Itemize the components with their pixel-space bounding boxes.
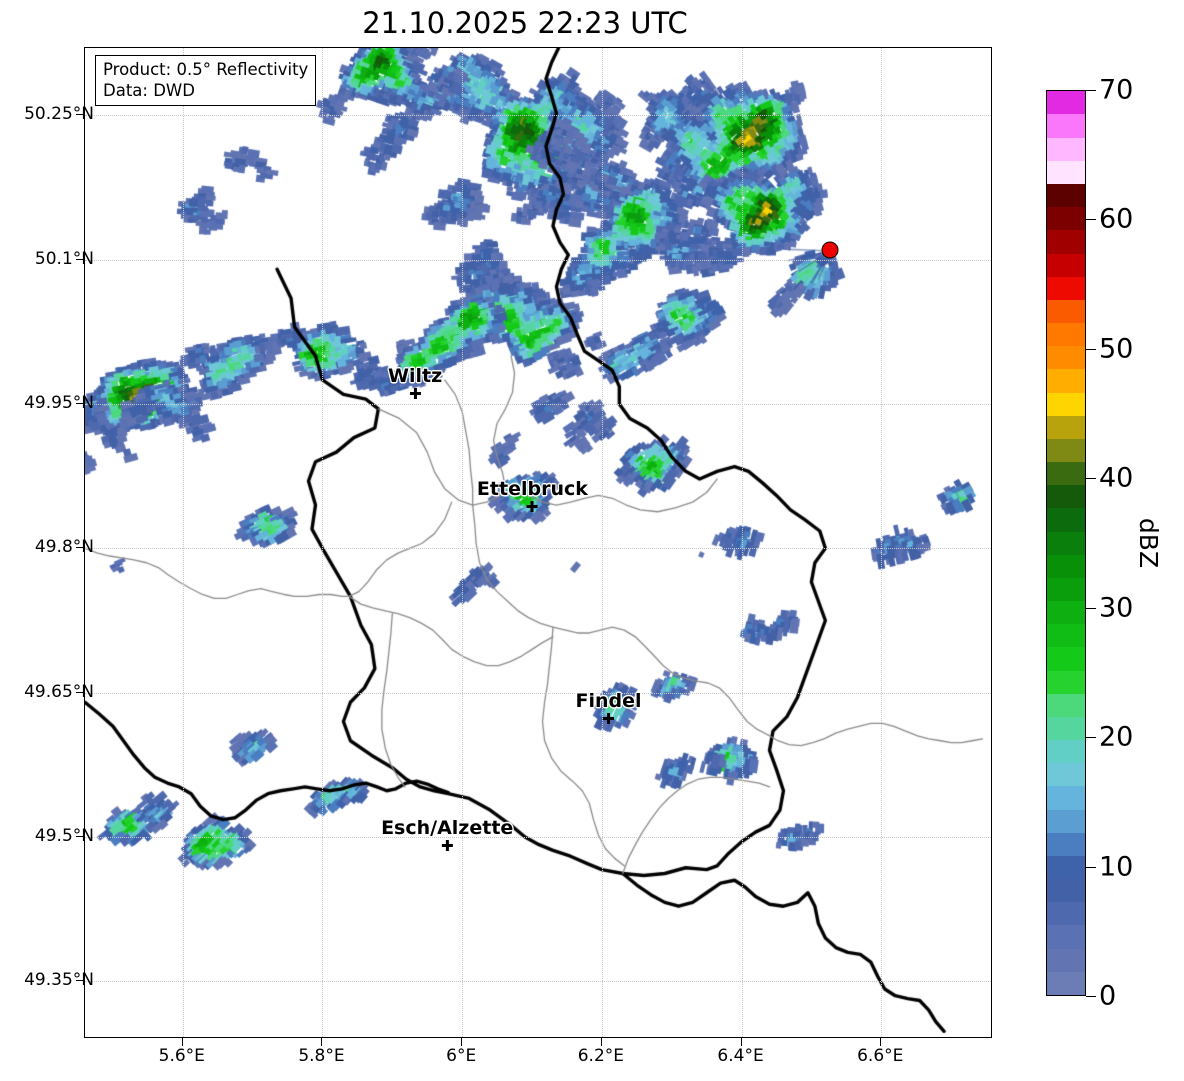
colorbar-tick-label: 40 xyxy=(1099,462,1134,494)
colorbar-tick-mark xyxy=(1086,737,1096,739)
colorbar-tick-label: 0 xyxy=(1099,980,1117,1012)
colorbar-band xyxy=(1047,577,1085,602)
colorbar-tick-mark xyxy=(1086,90,1096,91)
colorbar-tick-label: 30 xyxy=(1099,592,1134,624)
ytick-mark xyxy=(76,258,84,260)
colorbar-band xyxy=(1047,369,1085,393)
colorbar-band xyxy=(1047,137,1085,161)
xtick-mark xyxy=(740,1038,742,1046)
xtick-mark xyxy=(321,1038,323,1046)
colorbar-axis-label: dBZ xyxy=(1134,517,1163,569)
colorbar-band xyxy=(1047,183,1085,208)
colorbar-band xyxy=(1047,276,1085,300)
colorbar-band xyxy=(1047,971,1085,995)
ytick-mark xyxy=(76,691,84,693)
colorbar-band xyxy=(1047,91,1085,115)
colorbar-band xyxy=(1047,624,1085,648)
map-borders-layer xyxy=(85,48,991,1037)
radar-map-axes[interactable]: Product: 0.5° Reflectivity Data: DWD xyxy=(84,47,992,1038)
colorbar-band xyxy=(1047,230,1085,254)
colorbar-band xyxy=(1047,647,1085,671)
xtick-mark xyxy=(880,1038,882,1046)
ytick-mark xyxy=(76,402,84,404)
colorbar-band xyxy=(1047,763,1085,787)
colorbar-band xyxy=(1047,879,1085,903)
xtick-label: 5.8°E xyxy=(298,1046,345,1066)
ytick-label: 50.1°N xyxy=(34,248,94,269)
colorbar-tick-mark xyxy=(1086,478,1096,480)
colorbar-band xyxy=(1047,855,1085,880)
colorbar-band xyxy=(1047,485,1085,509)
colorbar-band xyxy=(1047,902,1085,926)
info-product-line: Product: 0.5° Reflectivity xyxy=(103,60,309,79)
colorbar-band xyxy=(1047,114,1085,138)
colorbar-tick-label: 20 xyxy=(1099,721,1134,753)
colorbar-band xyxy=(1047,508,1085,532)
page-title: 21.10.2025 22:23 UTC xyxy=(362,6,688,40)
ytick-label: 49.65°N xyxy=(24,681,94,702)
colorbar-band xyxy=(1047,740,1085,764)
colorbar-band xyxy=(1047,323,1085,347)
colorbar-band xyxy=(1047,554,1085,578)
colorbar-band xyxy=(1047,253,1085,277)
ytick-label: 49.5°N xyxy=(34,825,94,846)
xtick-label: 5.6°E xyxy=(158,1046,205,1066)
colorbar-band xyxy=(1047,299,1085,324)
colorbar-tick-label: 70 xyxy=(1099,74,1134,106)
ytick-mark xyxy=(76,835,84,837)
colorbar-tick-mark xyxy=(1086,996,1096,997)
xtick-mark xyxy=(600,1038,602,1046)
colorbar-tick-label: 60 xyxy=(1099,203,1134,235)
colorbar-band xyxy=(1047,462,1085,486)
radar-station-icon[interactable] xyxy=(821,241,839,259)
ytick-mark xyxy=(76,114,84,116)
colorbar-band xyxy=(1047,693,1085,717)
ytick-label: 50.25°N xyxy=(24,104,94,125)
ytick-label: 49.95°N xyxy=(24,392,94,413)
ytick-mark xyxy=(76,980,84,982)
ytick-label: 49.8°N xyxy=(34,537,94,558)
xtick-label: 6°E xyxy=(446,1046,477,1066)
colorbar-band xyxy=(1047,716,1085,741)
colorbar-tick-mark xyxy=(1086,607,1096,609)
info-data-line: Data: DWD xyxy=(103,81,195,101)
reflectivity-colorbar[interactable] xyxy=(1046,90,1086,996)
colorbar-band xyxy=(1047,160,1085,184)
colorbar-band xyxy=(1047,392,1085,416)
colorbar-band xyxy=(1047,531,1085,555)
xtick-label: 6.6°E xyxy=(857,1046,904,1066)
colorbar-band xyxy=(1047,925,1085,949)
colorbar-tick-mark xyxy=(1086,348,1096,350)
xtick-label: 6.4°E xyxy=(717,1046,764,1066)
colorbar-band xyxy=(1047,832,1085,856)
xtick-label: 6.2°E xyxy=(577,1046,624,1066)
colorbar-tick-label: 50 xyxy=(1099,333,1134,365)
colorbar-band xyxy=(1047,601,1085,625)
colorbar-band xyxy=(1047,670,1085,694)
colorbar-tick-mark xyxy=(1086,866,1096,868)
xtick-mark xyxy=(461,1038,463,1046)
colorbar-band xyxy=(1047,207,1085,231)
colorbar-band xyxy=(1047,948,1085,972)
colorbar-band xyxy=(1047,809,1085,833)
colorbar-band xyxy=(1047,346,1085,370)
xtick-mark xyxy=(181,1038,183,1046)
product-info-box: Product: 0.5° Reflectivity Data: DWD xyxy=(95,55,317,107)
colorbar-band xyxy=(1047,415,1085,439)
ytick-label: 49.35°N xyxy=(24,970,94,991)
colorbar-band xyxy=(1047,786,1085,810)
ytick-mark xyxy=(76,547,84,549)
colorbar-tick-label: 10 xyxy=(1099,851,1134,883)
colorbar-band xyxy=(1047,438,1085,463)
colorbar-tick-mark xyxy=(1086,219,1096,221)
